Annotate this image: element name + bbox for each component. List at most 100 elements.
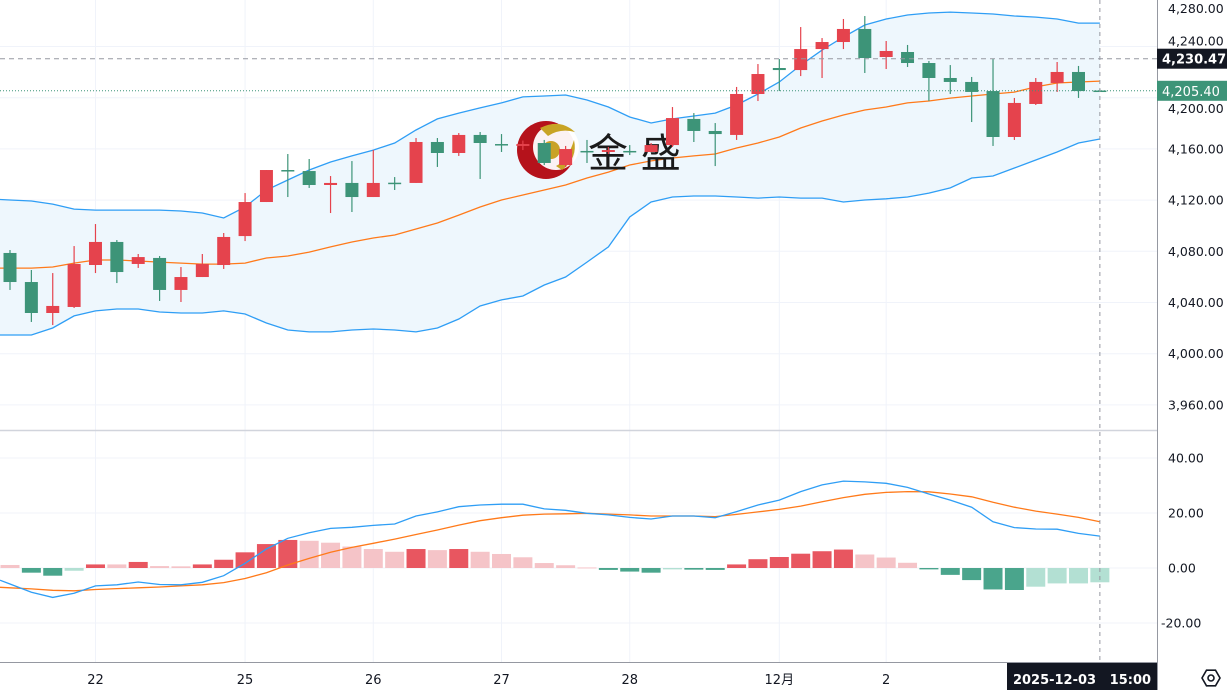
candle [217,232,231,269]
macd-histogram-bar [748,559,768,568]
candle-body [965,81,979,92]
candles [3,16,1107,326]
candle-body [730,93,744,135]
macd-histogram-bar [192,564,212,568]
candle-body [943,77,957,82]
candle [1029,77,1043,105]
candle [24,269,38,322]
candle [281,154,295,198]
candle-body [922,63,936,78]
candle [473,132,487,179]
macd-tick-label: 40.00 [1168,451,1204,466]
macd-histogram-bar [449,549,469,568]
macd-tick-label: -20.00 [1161,616,1201,631]
macd-histogram-bar [727,564,747,568]
candle [388,177,402,190]
macd-dif-line [0,480,1100,599]
gear-icon[interactable] [1201,669,1221,687]
candle-body [409,141,423,183]
price-tick-label: 4,280.00 [1168,1,1224,16]
candle [88,224,102,274]
macd-histogram-bar [235,552,255,568]
candle [366,150,380,198]
time-tick-label: 2 [882,673,890,688]
macd-histogram-bar [641,568,661,573]
macd-histogram-bar [919,568,939,570]
candle [324,176,338,214]
macd-histogram-bar [128,561,148,568]
candle [516,140,530,151]
macd-histogram-bar [321,542,341,568]
time-tick-label: 25 [237,673,254,688]
candle [302,159,316,188]
candle-body [601,150,615,152]
time-tick-label: 26 [365,673,382,688]
candle [1072,65,1085,98]
candle [858,16,872,73]
candle [879,40,893,70]
candle [430,138,444,167]
macd-histogram-bar [940,568,960,575]
candle [751,64,765,102]
macd-histogram-bar [43,568,63,576]
settings-button[interactable] [1201,669,1221,687]
macd-pane [0,429,1227,599]
macd-tick-label: 0.00 [1168,561,1196,576]
candle [131,253,145,268]
macd-histogram-bar [107,564,127,568]
price-tick-label: 4,080.00 [1168,244,1224,259]
macd-histogram-bar [556,565,576,568]
candle [153,256,167,301]
candle-body [430,141,444,153]
macd-histogram-bar [1047,568,1067,584]
candle-body [986,91,1000,137]
candle [174,267,188,302]
price-tick-label: 4,200.00 [1168,101,1224,116]
candle [580,139,594,163]
candle [238,193,252,242]
time-tick-label: 28 [621,673,638,688]
candle-body [281,170,295,172]
crosshair-time-label: 2025-12-03 15:00 [1013,673,1151,688]
macd-histogram-bar [812,551,832,568]
candle-body [537,143,551,163]
crosshair-price-label: 4,230.47 [1162,53,1226,68]
price-tick-label: 4,160.00 [1168,141,1224,156]
candle [46,273,60,326]
macd-histogram-bar [427,550,447,568]
candle-body [1072,71,1085,92]
middle-band-line [0,80,1100,269]
candle [495,134,509,152]
candle [815,38,829,78]
macd-histogram-bar [278,539,298,568]
candle-body [473,134,487,144]
watermark-text: 金 盛 [588,131,681,177]
macd-histogram-bar [1069,568,1088,584]
candle-body [836,28,850,43]
candle-body [217,236,231,265]
candle-body [88,241,102,265]
macd-histogram-bar [385,551,405,568]
macd-histogram-bar [577,567,597,569]
macd-histogram-bar [791,553,811,568]
candle-body [644,145,658,152]
macd-histogram-bar [833,549,853,568]
candle-body [195,263,209,278]
candle-body [858,28,872,59]
candle [623,145,637,156]
candle-body [751,74,765,94]
time-axis-bg [0,662,1157,690]
candle-body [1050,71,1064,83]
candle-body [259,170,273,203]
candle [794,27,808,77]
candle [644,143,658,152]
price-axis-bg [1157,0,1227,690]
candle-body [24,282,38,313]
candle-body [580,150,594,153]
macd-histogram-bar [534,563,554,568]
time-tick-label: 12月 [765,673,795,688]
candle [665,107,679,147]
